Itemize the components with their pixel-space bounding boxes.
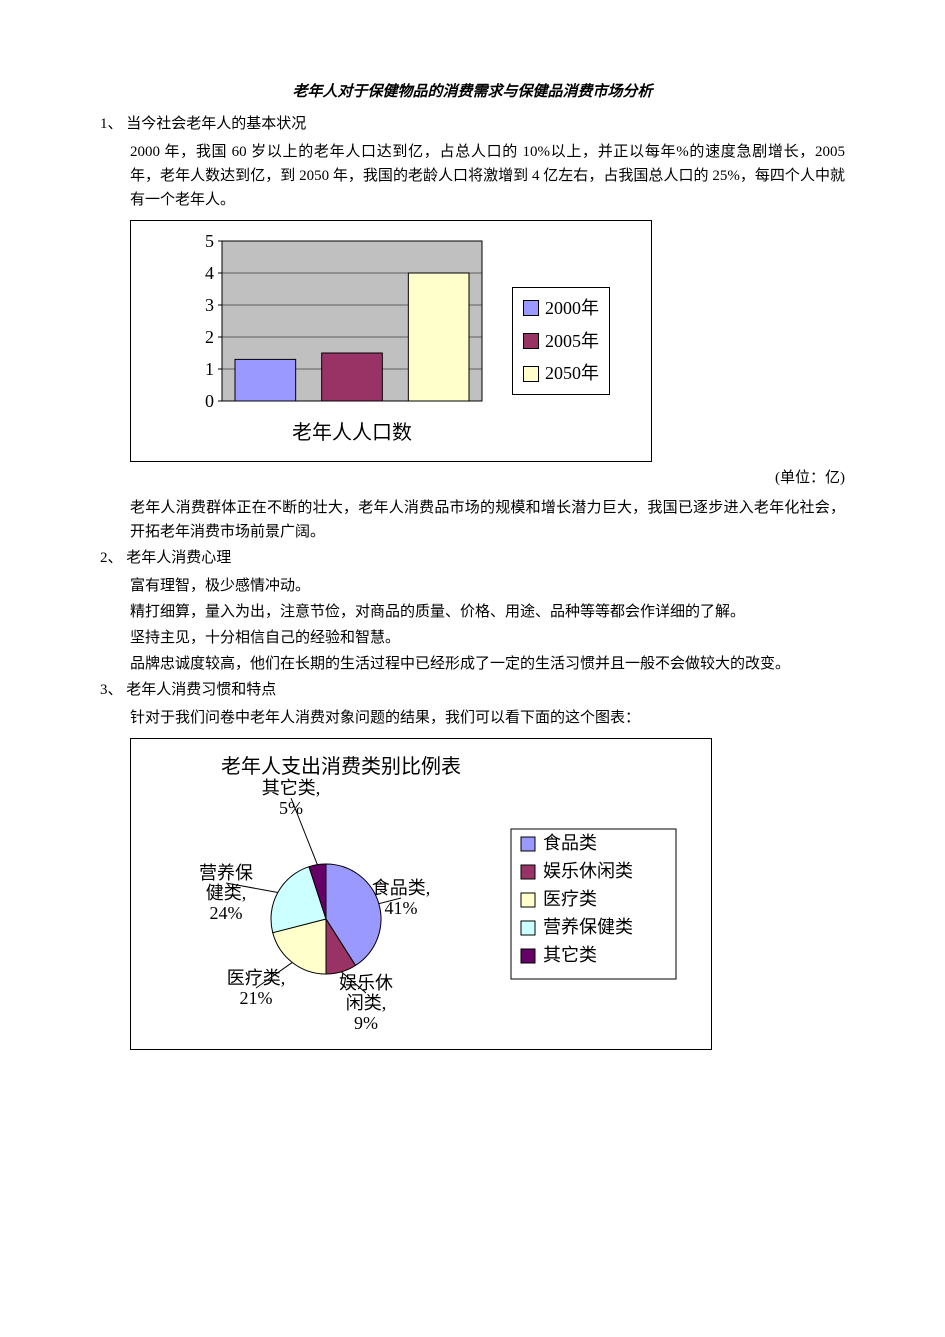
svg-text:4: 4	[205, 263, 214, 283]
document-title: 老年人对于保健物品的消费需求与保健品消费市场分析	[100, 80, 845, 104]
section-2-p3: 坚持主见，十分相信自己的经验和智慧。	[130, 626, 845, 650]
section-1-num: 1、	[100, 116, 123, 132]
section-1-p1: 2000 年，我国 60 岁以上的老年人口达到亿，占总人口的 10%以上，并正以…	[130, 140, 845, 212]
svg-text:娱乐休闲类: 娱乐休闲类	[543, 861, 633, 881]
unit-label: (单位：亿)	[100, 466, 845, 490]
svg-text:24%: 24%	[210, 903, 243, 923]
bar-chart-container: 0 1 2 3 4 5 老年人人口数 2000年 2005年 2050年	[130, 220, 652, 462]
svg-text:其它类,: 其它类,	[262, 778, 321, 798]
svg-text:老年人人口数: 老年人人口数	[292, 421, 412, 444]
section-1-heading: 当今社会老年人的基本状况	[126, 116, 306, 132]
svg-text:2: 2	[205, 327, 214, 347]
section-2-p1: 富有理智，极少感情冲动。	[130, 574, 845, 598]
svg-text:食品类,: 食品类,	[372, 878, 431, 898]
legend-swatch	[523, 333, 539, 349]
legend-label: 2005年	[545, 327, 599, 356]
svg-text:营养保: 营养保	[199, 863, 253, 883]
svg-text:41%: 41%	[385, 898, 418, 918]
section-3: 3、 老年人消费习惯和特点	[100, 678, 845, 702]
section-3-num: 3、	[100, 682, 123, 698]
bar-chart-legend: 2000年 2005年 2050年	[512, 287, 610, 395]
section-2-heading: 老年人消费心理	[126, 550, 231, 566]
section-2: 2、 老年人消费心理	[100, 546, 845, 570]
svg-text:医疗类: 医疗类	[543, 889, 597, 909]
svg-text:1: 1	[205, 359, 214, 379]
section-2-num: 2、	[100, 550, 123, 566]
pie-chart: 老年人支出消费类别比例表食品类,41% 娱乐休闲类,9% 医疗类,21% 营养保健类,…	[151, 749, 691, 1039]
section-1: 1、 当今社会老年人的基本状况	[100, 112, 845, 136]
bar-chart: 0 1 2 3 4 5 老年人人口数	[172, 231, 492, 451]
legend-label: 2000年	[545, 294, 599, 323]
legend-swatch	[523, 366, 539, 382]
svg-text:3: 3	[205, 295, 214, 315]
svg-text:5: 5	[205, 231, 214, 251]
svg-text:医疗类,: 医疗类,	[227, 968, 286, 988]
svg-text:其它类: 其它类	[543, 945, 597, 965]
svg-text:营养保健类: 营养保健类	[543, 917, 633, 937]
svg-text:5%: 5%	[279, 798, 303, 818]
pie-chart-container: 老年人支出消费类别比例表食品类,41% 娱乐休闲类,9% 医疗类,21% 营养保健类,…	[130, 738, 712, 1050]
section-2-p2: 精打细算，量入为出，注意节俭，对商品的质量、价格、用途、品种等等都会作详细的了解…	[130, 600, 845, 624]
svg-text:老年人支出消费类别比例表: 老年人支出消费类别比例表	[221, 755, 461, 778]
legend-label: 2050年	[545, 359, 599, 388]
svg-text:闲类,: 闲类,	[346, 993, 387, 1013]
legend-swatch	[523, 300, 539, 316]
svg-text:食品类: 食品类	[543, 833, 597, 853]
svg-text:娱乐休: 娱乐休	[339, 973, 393, 993]
svg-text:0: 0	[205, 391, 214, 411]
bar-legend-item: 2000年	[523, 294, 599, 323]
section-2-p4: 品牌忠诚度较高，他们在长期的生活过程中已经形成了一定的生活习惯并且一般不会做较大…	[130, 652, 845, 676]
bar-legend-item: 2005年	[523, 327, 599, 356]
section-3-p1: 针对于我们问卷中老年人消费对象问题的结果，我们可以看下面的这个图表：	[130, 706, 845, 730]
svg-text:健类,: 健类,	[206, 883, 247, 903]
section-3-heading: 老年人消费习惯和特点	[126, 682, 276, 698]
svg-text:21%: 21%	[240, 988, 273, 1008]
section-1-p2: 老年人消费群体正在不断的壮大，老年人消费品市场的规模和增长潜力巨大，我国已逐步进…	[130, 496, 845, 544]
bar-legend-item: 2050年	[523, 359, 599, 388]
svg-text:9%: 9%	[354, 1013, 378, 1033]
